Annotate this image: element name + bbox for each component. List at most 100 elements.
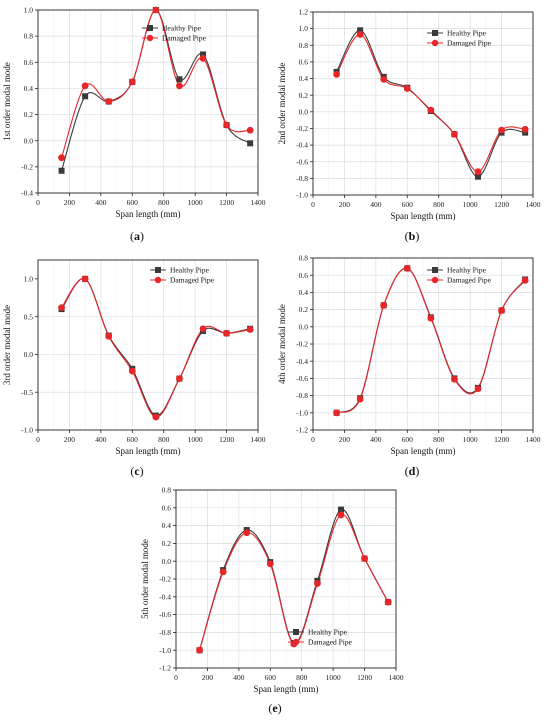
x-tick-label: 0 [311, 435, 315, 444]
y-tick-label: 0.0 [162, 557, 172, 566]
damaged-point [337, 511, 345, 519]
y-tick-label: 0.6 [299, 271, 309, 280]
damaged-point [356, 395, 364, 403]
y-tick-label: 1.2 [299, 8, 309, 17]
damaged-point [58, 154, 65, 162]
healthy-point [475, 173, 481, 180]
x-tick-label: 400 [95, 198, 107, 207]
damaged-point [105, 332, 113, 340]
x-tick-label: 1000 [188, 198, 203, 207]
damaged-point [356, 31, 364, 38]
legend-label: Damaged Pipe [447, 39, 492, 48]
x-tick-label: 800 [433, 435, 445, 444]
series-line-damaged [336, 267, 526, 414]
legend-square-marker [147, 25, 153, 31]
x-tick-label: 400 [233, 673, 245, 682]
damaged-point [246, 326, 254, 333]
legend-label: Healthy Pipe [308, 628, 348, 637]
x-tick-label: 600 [402, 200, 414, 209]
y-tick-label: 0.2 [162, 539, 172, 548]
y-tick-label: 0.4 [162, 521, 172, 530]
plot-frame-a [37, 9, 259, 194]
legend-square-marker [155, 267, 161, 273]
x-axis-title-c: Span length (mm) [116, 446, 181, 456]
panel-caption-a: (a) [130, 229, 144, 243]
chart-svg-b: 0 200 400 600 800 1000 1200 1400 -1.0 -0.8 -0.6 -0.… [277, 8, 541, 221]
y-tick-label: -1.2 [296, 426, 308, 435]
caption-letter-b: b [408, 229, 416, 243]
caption-letter-a: a [134, 229, 140, 243]
damaged-point [403, 264, 411, 272]
legend-label: Damaged Pipe [162, 34, 207, 43]
x-tick-label: 0 [174, 673, 178, 682]
y-tick-label: 0.0 [24, 136, 34, 145]
x-axis-title-d: Span length (mm) [391, 446, 456, 456]
damaged-point [176, 375, 183, 383]
y-tick-label: -1.2 [159, 664, 171, 673]
y-tick-label: 0.8 [24, 32, 34, 41]
x-tick-label: 1200 [494, 200, 509, 209]
damaged-point [474, 168, 482, 176]
series-line-damaged [61, 9, 251, 158]
legend-square-marker [293, 629, 299, 635]
y-tick-label: 0.8 [162, 486, 172, 495]
damaged-point [333, 409, 340, 417]
legend-label: Damaged Pipe [170, 276, 215, 285]
y-axis-title-c: 3rd order modal mode [2, 305, 12, 385]
damaged-point [427, 106, 435, 114]
chart-svg-e: 0 200 400 600 800 1000 1200 1400 -1.2 -1.0 -0.8 -0.… [140, 486, 404, 694]
healthy-point [58, 167, 65, 174]
x-tick-label: 1000 [188, 435, 203, 444]
x-tick-label: 400 [370, 435, 382, 444]
y-tick-label: -0.6 [159, 610, 171, 619]
damaged-point [380, 75, 388, 83]
x-tick-label: 0 [36, 198, 40, 207]
damaged-point [451, 130, 458, 138]
y-tick-label: -0.8 [296, 391, 308, 400]
y-tick-label: -0.4 [296, 357, 308, 366]
y-tick-label: 0.8 [299, 254, 309, 263]
y-tick-label: -0.2 [296, 124, 308, 133]
chart-svg-c: 0 200 400 600 800 1000 1200 1400 -1.0 -0.5 0.0 0.5 1… [2, 259, 266, 456]
x-tick-label: 1000 [463, 200, 478, 209]
legend-circle-marker [431, 39, 439, 47]
y-tick-label: 0.4 [299, 288, 309, 297]
x-tick-label: 800 [433, 200, 445, 209]
damaged-point [521, 276, 529, 284]
y-tick-label: 0.0 [299, 322, 309, 331]
x-tick-label: 400 [95, 435, 107, 444]
legend-label: Healthy Pipe [447, 29, 487, 38]
y-tick-label: 0.6 [24, 58, 34, 67]
legend-label: Healthy Pipe [447, 266, 487, 275]
damaged-point [427, 314, 435, 322]
y-axis-title-e: 5th order modal mode [140, 539, 150, 619]
panel-caption-d: (d) [404, 464, 420, 478]
y-axis-title-b: 2nd order modal mode [277, 63, 287, 145]
damaged-point [361, 555, 368, 562]
series-line-healthy [336, 267, 526, 414]
healthy-point [200, 51, 206, 58]
damaged-point [266, 560, 274, 568]
legend-square-marker [432, 30, 438, 36]
y-tick-label: 1.0 [24, 274, 34, 283]
legend-circle-marker [292, 638, 300, 646]
x-tick-label: 1000 [463, 435, 478, 444]
y-tick-label: 1.0 [24, 6, 34, 15]
panel-caption-b: (b) [404, 229, 420, 243]
x-tick-label: 200 [64, 435, 76, 444]
damaged-point [314, 580, 321, 587]
legend-circle-marker [154, 276, 162, 284]
series-line-healthy [61, 9, 251, 171]
damaged-point [498, 307, 505, 314]
x-tick-label: 1200 [219, 198, 234, 207]
damaged-point [176, 82, 183, 90]
x-axis-title-e: Span length (mm) [254, 684, 319, 694]
series-line-damaged [336, 33, 526, 173]
x-tick-label: 600 [127, 198, 139, 207]
y-tick-label: -1.0 [296, 408, 308, 417]
y-tick-label: 0.4 [24, 84, 34, 93]
y-tick-label: -0.5 [21, 388, 33, 397]
